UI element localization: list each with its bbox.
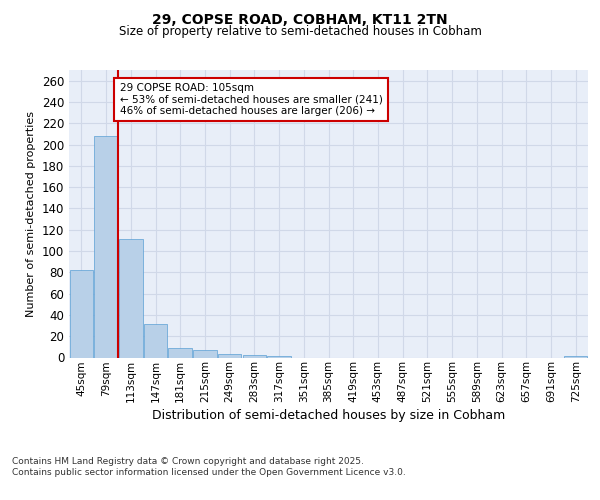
Bar [94,136,118,358]
Text: 29, COPSE ROAD, COBHAM, KT11 2TN: 29, COPSE ROAD, COBHAM, KT11 2TN [152,12,448,26]
Text: Size of property relative to semi-detached houses in Cobham: Size of property relative to semi-detach… [119,25,481,38]
Bar [242,356,266,358]
Bar [144,324,167,358]
Bar [169,348,192,358]
Bar [218,354,241,358]
Bar [193,350,217,358]
Y-axis label: Number of semi-detached properties: Number of semi-detached properties [26,111,36,317]
Text: 29 COPSE ROAD: 105sqm
← 53% of semi-detached houses are smaller (241)
46% of sem: 29 COPSE ROAD: 105sqm ← 53% of semi-deta… [119,83,383,116]
Bar [268,356,291,358]
Bar [119,240,143,358]
Bar [564,356,587,358]
Text: Contains HM Land Registry data © Crown copyright and database right 2025.
Contai: Contains HM Land Registry data © Crown c… [12,458,406,477]
Bar [70,270,93,358]
X-axis label: Distribution of semi-detached houses by size in Cobham: Distribution of semi-detached houses by … [152,410,505,422]
